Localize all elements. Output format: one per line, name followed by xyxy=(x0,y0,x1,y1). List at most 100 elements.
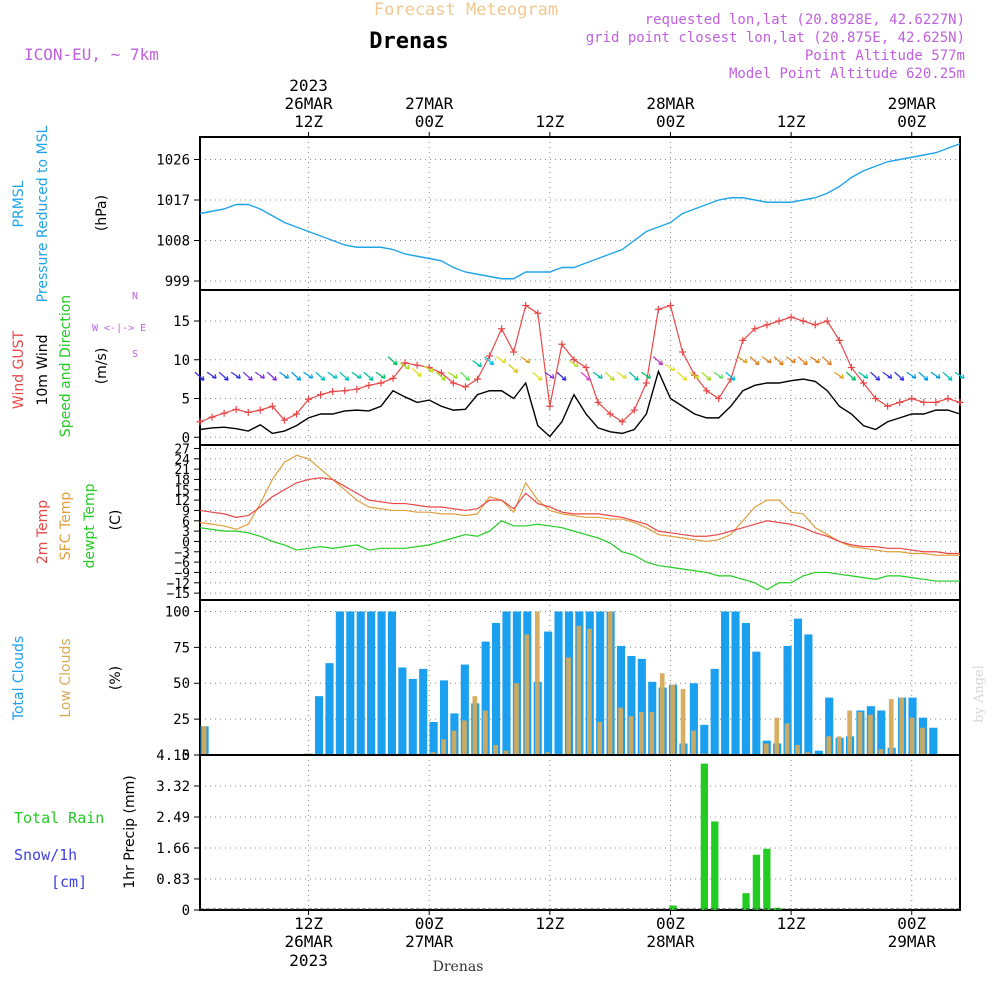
wind-barb xyxy=(834,371,844,379)
precip-unit: 1hr Precip (mm) xyxy=(122,775,138,888)
total-cloud-bar xyxy=(544,631,553,755)
total-cloud-bar xyxy=(793,618,803,755)
total-cloud-bar xyxy=(502,611,511,755)
pressure-unit: (hPa) xyxy=(94,195,110,231)
wind-barb xyxy=(484,356,495,366)
total-cloud-bar xyxy=(492,622,501,755)
gust-point xyxy=(534,309,542,317)
total-cloud-bar xyxy=(741,622,750,755)
low-cloud-bar xyxy=(566,657,571,755)
y-tick-label: 6 xyxy=(182,515,190,530)
gust-point xyxy=(896,398,904,406)
wind-barb xyxy=(363,371,374,381)
low-cloud-bar xyxy=(524,634,530,755)
gust-point xyxy=(799,317,807,325)
gust-point xyxy=(847,364,855,371)
wind-barb xyxy=(701,371,712,381)
gust-point xyxy=(413,361,421,369)
total-cloud-bar xyxy=(387,611,397,755)
rain-bar xyxy=(742,893,750,910)
y-tick-label: 15 xyxy=(173,314,190,330)
wind-barb xyxy=(616,371,627,379)
low-cloud-bar xyxy=(451,730,457,755)
rain-bar xyxy=(763,848,771,910)
total-cloud-bar xyxy=(429,721,438,755)
wind-barb xyxy=(472,360,483,368)
wind-barb xyxy=(846,371,857,381)
rain-bar xyxy=(711,821,719,910)
watermark: by Angel xyxy=(972,665,987,723)
bottom-tick-date: 27MAR xyxy=(405,932,454,951)
wind-barb xyxy=(725,371,736,381)
total-cloud-bar xyxy=(554,611,563,755)
temperature-panel: 2m Temp SFC Temp dewpt Temp (C) −15−12−9… xyxy=(35,442,961,602)
gust-point xyxy=(932,398,940,406)
gust-point xyxy=(703,387,711,395)
low-cloud-bar xyxy=(534,611,540,755)
clouds-label-1: Total Clouds xyxy=(11,636,27,721)
gust-point xyxy=(823,317,831,325)
compass-n: N xyxy=(132,291,138,302)
wind-barb xyxy=(459,371,470,381)
total-cloud-bar xyxy=(721,611,730,755)
y-tick-label: 3 xyxy=(182,525,190,540)
gust-point xyxy=(461,383,469,391)
y-tick-label: 2.49 xyxy=(156,810,190,826)
total-cloud-bar xyxy=(367,611,376,755)
y-tick-label: 1008 xyxy=(156,234,190,250)
total-cloud-bar xyxy=(377,611,386,755)
wind-speed-line xyxy=(199,369,961,438)
gust-point xyxy=(498,325,506,333)
low-cloud-bar xyxy=(847,710,852,755)
y-tick-label: 1017 xyxy=(156,193,190,209)
wind-barb xyxy=(894,371,905,381)
wind-barb xyxy=(677,371,688,381)
gust-point xyxy=(341,387,349,395)
compass-s: S xyxy=(132,349,138,360)
y-tick-label: −15 xyxy=(167,587,190,602)
gust-point xyxy=(763,321,771,329)
total-cloud-bar xyxy=(346,611,355,755)
gust-point xyxy=(437,369,445,377)
gust-point xyxy=(859,379,867,387)
low-cloud-bar xyxy=(888,699,894,755)
y-tick-label: 25 xyxy=(173,712,190,728)
wind-barb xyxy=(665,364,676,372)
wind-barb xyxy=(387,356,398,366)
gust-point xyxy=(329,388,337,396)
gust-point xyxy=(401,359,409,367)
wind-barb xyxy=(942,371,953,381)
top-tick-date: 27MAR xyxy=(405,94,454,113)
total-cloud-bar xyxy=(481,641,490,755)
clouds-unit: (%) xyxy=(108,666,124,690)
wind-barb xyxy=(592,371,603,379)
y-tick-label: 0 xyxy=(182,430,190,446)
gust-point xyxy=(642,379,650,387)
low-cloud-bar xyxy=(587,628,592,755)
wind-barb xyxy=(628,371,639,381)
gust-point xyxy=(654,305,662,313)
total-cloud-bar xyxy=(335,611,344,755)
gust-point xyxy=(268,402,276,410)
gust-point xyxy=(956,398,964,406)
top-tick-date: 29MAR xyxy=(888,94,937,113)
gust-point xyxy=(944,395,952,402)
total-cloud-bar xyxy=(689,683,698,755)
low-cloud-bar xyxy=(482,710,488,755)
wind-barb xyxy=(399,362,410,370)
low-cloud-bar xyxy=(763,743,769,755)
y-tick-label: 3.32 xyxy=(156,779,190,795)
top-tick-year: 2023 xyxy=(289,76,328,95)
wind-barb xyxy=(858,371,869,379)
low-cloud-bar xyxy=(836,736,842,755)
gust-point xyxy=(715,395,723,402)
low-cloud-bar xyxy=(597,721,603,755)
wind-barb xyxy=(604,371,615,381)
gust-point xyxy=(884,402,892,410)
total-cloud-bar xyxy=(700,724,709,755)
y-tick-label: 15 xyxy=(174,484,190,499)
wind-barb xyxy=(689,371,700,379)
low-cloud-bar xyxy=(472,696,478,755)
